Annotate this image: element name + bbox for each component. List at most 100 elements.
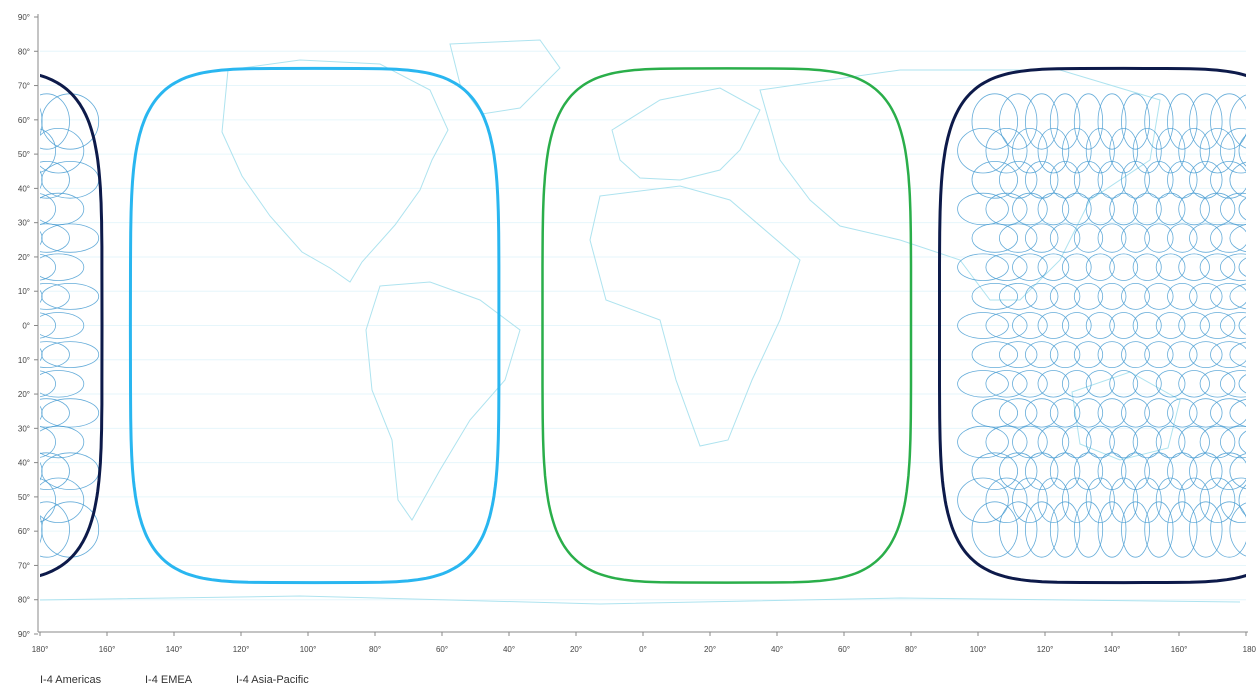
spot-beam <box>1109 127 1139 174</box>
x-tick-label: 140° <box>166 645 183 654</box>
spot-beam <box>999 223 1038 253</box>
spot-beam <box>1178 127 1210 174</box>
spot-beam <box>40 128 56 173</box>
spot-beam <box>0 254 4 281</box>
spot-beam <box>0 426 4 458</box>
y-tick-label: 10° <box>18 287 30 296</box>
spot-beam <box>1199 477 1236 523</box>
spot-beam <box>1132 370 1162 398</box>
spot-beam <box>1097 341 1127 369</box>
legend-item-emea: I-4 EMEA <box>145 674 193 686</box>
y-tick-label: 40° <box>18 184 30 193</box>
spot-beam <box>1189 161 1223 199</box>
spot-beam <box>1085 192 1115 226</box>
spot-beam <box>1199 192 1236 226</box>
spot-beam <box>1049 161 1081 199</box>
x-tick-label: 40° <box>503 645 515 654</box>
coverage-outline-emea <box>541 67 913 584</box>
spot-beam <box>999 501 1038 558</box>
spot-beam <box>1085 370 1115 398</box>
spot-beam <box>985 253 1028 281</box>
spot-beam <box>1062 312 1092 339</box>
spot-beam <box>0 224 16 252</box>
spot-beam <box>40 478 56 523</box>
spot-beam <box>1121 282 1150 310</box>
spot-beam <box>1199 127 1236 174</box>
spot-beam <box>1210 161 1246 199</box>
spot-beam <box>1132 425 1162 459</box>
spot-beam <box>1049 501 1081 558</box>
spot-beam <box>971 223 1018 253</box>
spot-beam <box>1144 282 1174 310</box>
spot-beam <box>1097 398 1127 428</box>
spot-beam <box>40 161 70 199</box>
spot-beam <box>971 93 1018 150</box>
spot-beam <box>1189 282 1223 310</box>
y-tick-label: 10° <box>18 356 30 365</box>
spot-beam <box>1167 93 1198 150</box>
y-tick-label: 0° <box>22 322 30 331</box>
spot-beam <box>1073 501 1104 558</box>
x-tick-label: 160° <box>1171 645 1188 654</box>
spot-beam <box>0 399 16 427</box>
spot-beam <box>1248 399 1258 427</box>
spot-beam <box>957 425 1009 459</box>
y-tick-label: 60° <box>18 116 30 125</box>
spot-beam <box>40 398 70 428</box>
spot-beam <box>1121 161 1150 199</box>
spot-beam <box>985 192 1028 226</box>
spot-beam <box>0 342 16 368</box>
spot-beam <box>1189 501 1223 558</box>
x-tick-label: 120° <box>1037 645 1054 654</box>
spot-beam <box>1144 452 1174 491</box>
spot-beam <box>1210 452 1246 490</box>
region-coverage-outlines <box>40 66 1246 585</box>
spot-beam <box>957 127 1009 174</box>
x-tick-label: 180° <box>32 645 49 654</box>
x-tick-label: 160° <box>99 645 116 654</box>
spot-beam <box>1073 282 1104 310</box>
spot-beam <box>1062 477 1092 523</box>
spot-beam <box>1085 425 1115 459</box>
spot-beam <box>1248 224 1258 252</box>
spot-beam <box>0 283 16 309</box>
spot-beam <box>1229 341 1246 368</box>
spot-beam <box>1012 312 1048 339</box>
y-tick-label: 90° <box>18 630 30 639</box>
spot-beam <box>1199 253 1236 281</box>
spot-beam <box>1178 425 1210 459</box>
y-tick-label: 30° <box>18 424 30 433</box>
spot-beam <box>1220 425 1246 459</box>
x-tick-label: 60° <box>436 645 448 654</box>
spot-beam <box>1024 341 1059 369</box>
map-grid <box>40 50 1246 601</box>
spot-beam <box>0 128 4 173</box>
spot-beam <box>40 312 85 339</box>
x-tick-label: 140° <box>1104 645 1121 654</box>
spot-beam <box>971 341 1018 369</box>
spot-beam <box>957 477 1009 523</box>
x-tick-label: 80° <box>369 645 381 654</box>
spot-beam <box>1167 341 1198 369</box>
spot-beam <box>1085 477 1115 523</box>
y-tick-label: 80° <box>18 596 30 605</box>
spot-beam <box>40 93 70 150</box>
spot-beam <box>1155 253 1186 281</box>
spot-beam <box>1238 374 1246 394</box>
spot-beam <box>1097 93 1127 150</box>
spot-beam <box>957 192 1009 226</box>
spot-beam <box>1210 341 1246 368</box>
spot-beam <box>40 341 70 368</box>
spot-beam <box>999 341 1038 369</box>
spot-beam <box>1178 253 1210 281</box>
spot-beam <box>1097 282 1127 310</box>
x-tick-label: 120° <box>233 645 250 654</box>
spot-beam <box>40 370 56 398</box>
spot-beam <box>41 341 100 369</box>
spot-beam <box>1073 398 1104 428</box>
spot-beam <box>40 253 85 281</box>
spot-beam <box>1189 93 1223 150</box>
spot-beam <box>1167 501 1198 558</box>
spot-beam <box>985 370 1028 398</box>
spot-beam <box>1121 93 1150 150</box>
